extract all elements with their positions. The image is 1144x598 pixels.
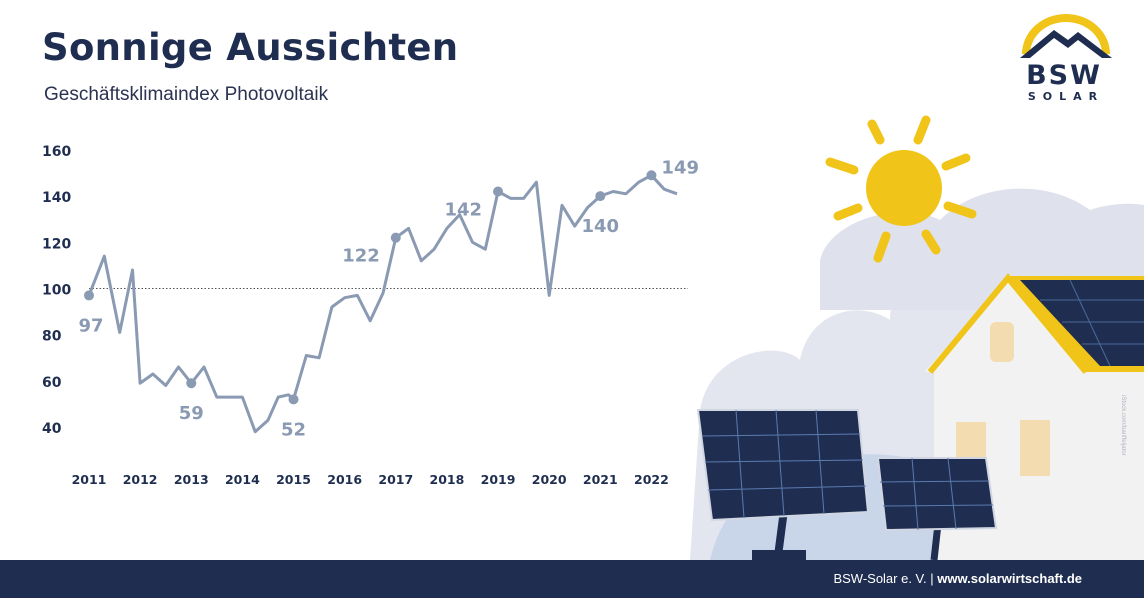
data-label: 59 — [179, 403, 204, 424]
series-line — [87, 173, 678, 434]
footer-org: BSW-Solar e. V. — [833, 571, 927, 586]
y-axis: 40 60 80 100 120 140 160 — [42, 144, 71, 437]
y-tick-label: 40 — [42, 421, 62, 437]
x-tick-label: 2011 — [72, 472, 107, 487]
data-label: 97 — [78, 315, 103, 336]
y-tick-label: 80 — [42, 329, 62, 345]
chart-title: Sonnige Aussichten — [42, 26, 459, 69]
x-tick-label: 2017 — [378, 472, 413, 487]
data-point — [84, 290, 94, 301]
solar-panel-large-icon — [696, 409, 870, 560]
x-tick-label: 2016 — [327, 472, 362, 487]
x-tick-label: 2012 — [123, 472, 158, 487]
logo-line1: BSW — [1026, 60, 1102, 91]
data-point — [493, 186, 504, 197]
solar-house-illustration — [690, 115, 1144, 562]
footer-separator: | — [926, 571, 938, 586]
y-tick-label: 120 — [42, 236, 71, 252]
logo-roof-icon — [1020, 14, 1112, 58]
logo-line2: SOLAR — [1027, 90, 1105, 103]
x-axis: 2011 2012 2013 2014 2015 2016 2017 2018 2019 2020… — [72, 472, 669, 487]
y-tick-label: 160 — [42, 144, 71, 160]
x-tick-label: 2014 — [225, 472, 260, 487]
data-label: 149 — [661, 157, 699, 178]
data-point — [646, 170, 657, 181]
y-tick-label: 60 — [42, 375, 62, 391]
footer-text: BSW-Solar e. V. | www.solarwirtschaft.de — [833, 571, 1082, 586]
line-chart: 40 60 80 100 120 140 160 97 59 52 122 142 140 149 20… — [42, 144, 699, 487]
x-tick-label: 2021 — [583, 472, 618, 487]
x-tick-label: 2019 — [481, 472, 516, 487]
image-credit: iStock.com/bariffeljator — [1120, 395, 1126, 456]
chart-subtitle: Geschäftsklimaindex Photovoltaik — [44, 84, 329, 105]
y-tick-label: 100 — [42, 283, 71, 299]
data-point — [186, 378, 197, 389]
data-label: 122 — [342, 246, 380, 267]
data-label: 52 — [281, 419, 306, 440]
y-tick-label: 140 — [42, 190, 71, 206]
bsw-solar-logo: BSW SOLAR — [1016, 14, 1116, 106]
x-tick-label: 2022 — [634, 472, 669, 487]
footer-bar: BSW-Solar e. V. | www.solarwirtschaft.de — [0, 560, 1144, 598]
x-tick-label: 2015 — [276, 472, 311, 487]
footer-url-link[interactable]: www.solarwirtschaft.de — [937, 571, 1082, 586]
solar-panel-small-icon — [876, 457, 998, 561]
data-point — [595, 191, 606, 202]
data-label: 140 — [582, 216, 620, 237]
data-point — [288, 394, 299, 405]
data-point — [390, 232, 401, 243]
x-tick-label: 2020 — [532, 472, 567, 487]
x-tick-label: 2013 — [174, 472, 209, 487]
annotated-points: 97 59 52 122 142 140 149 — [78, 157, 699, 440]
data-label: 142 — [444, 199, 482, 220]
sun-icon — [825, 115, 977, 263]
x-tick-label: 2018 — [430, 472, 465, 487]
